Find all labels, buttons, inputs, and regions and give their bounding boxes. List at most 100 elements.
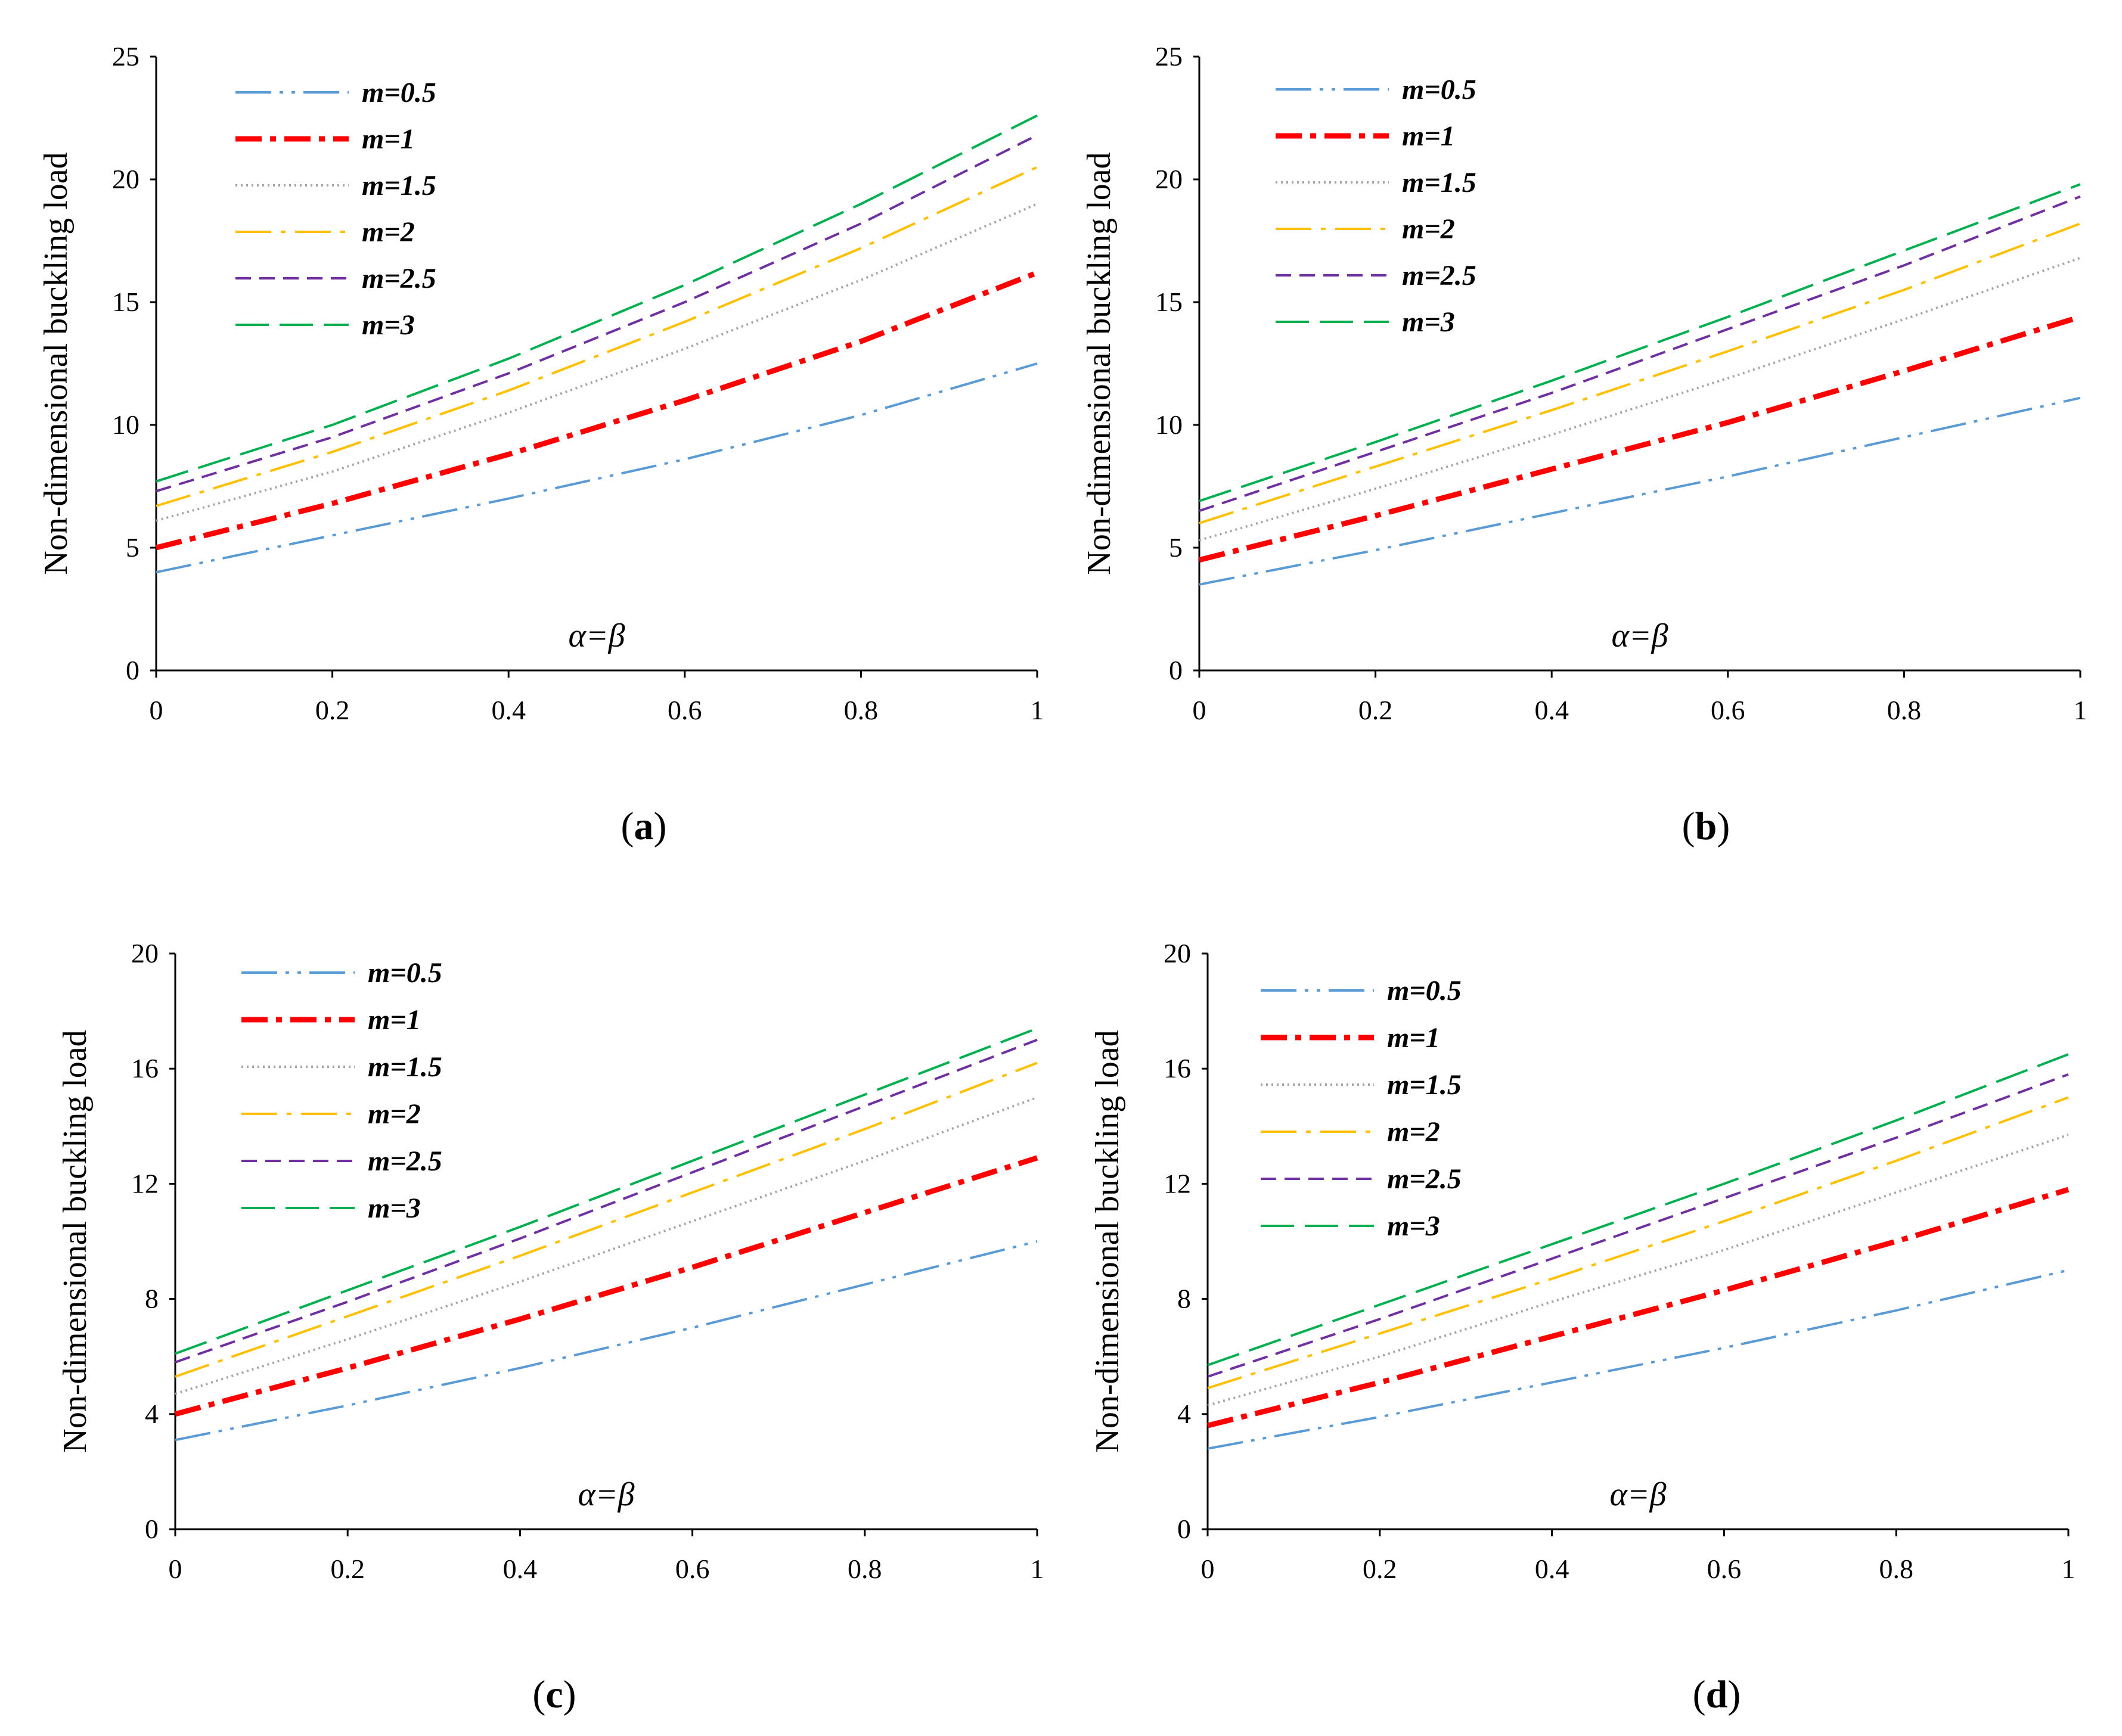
y-axis-label: Non-dimensional buckling load <box>57 1030 94 1452</box>
legend-label: m=1 <box>1402 120 1455 152</box>
series-line-m=1.5 <box>175 1096 1038 1395</box>
y-tick-label: 25 <box>112 41 139 72</box>
y-axis-label: Non-dimensional buckling load <box>1081 152 1118 574</box>
x-tick-label: 0.6 <box>668 695 702 725</box>
x-axis-label: α=β <box>568 617 625 654</box>
y-tick-label: 4 <box>1177 1399 1191 1429</box>
y-axis-label: Non-dimensional buckling load <box>1089 1030 1126 1452</box>
series-line-m=3 <box>156 114 1038 483</box>
series-line-m=2 <box>156 166 1038 507</box>
series-line-m=1 <box>1206 1187 2070 1428</box>
y-tick-label: 20 <box>1155 164 1183 194</box>
y-tick-label: 0 <box>145 1514 159 1544</box>
series-line-m=3 <box>1207 1053 2069 1367</box>
x-tick-label: 0.4 <box>1534 695 1569 725</box>
series-line-m=2.5 <box>1207 1073 2069 1378</box>
legend-label: m=0.5 <box>368 957 442 989</box>
y-tick-label: 16 <box>1164 1053 1191 1083</box>
x-tick-label: 0.4 <box>491 695 526 725</box>
x-tick-label: 0.2 <box>330 1554 365 1584</box>
series-line-m=0.5 <box>1207 1269 2069 1450</box>
legend-label: m=1.5 <box>368 1051 442 1083</box>
y-tick-label: 0 <box>1177 1514 1191 1544</box>
series-line-m=0.5 <box>1199 396 2081 586</box>
x-tick-label: 0.8 <box>844 695 879 725</box>
x-tick-label: 0 <box>1193 695 1206 725</box>
y-tick-label: 4 <box>145 1399 159 1429</box>
series-line-m=2 <box>175 1061 1038 1378</box>
y-tick-label: 15 <box>112 287 139 317</box>
series-line-m=1.5 <box>156 203 1038 522</box>
y-tick-label: 25 <box>1155 41 1183 72</box>
series-line-m=2.5 <box>156 134 1038 493</box>
series-line-m=1 <box>1198 314 2081 563</box>
series-line-m=2.5 <box>175 1039 1038 1364</box>
x-axis-label: α=β <box>1611 617 1668 654</box>
y-tick-label: 12 <box>1164 1168 1191 1198</box>
chart-panel-c: 0 4 8 12 16 20 0 0.2 0.4 0.6 0.8 1 Non-dimensional b… <box>57 938 1044 1716</box>
legend-label: m=2.5 <box>1387 1163 1462 1195</box>
series-line-m=2 <box>1199 222 2081 524</box>
series-line-m=1 <box>155 270 1038 551</box>
x-tick-label: 0 <box>150 695 163 725</box>
legend-label: m=1.5 <box>362 170 436 201</box>
series-line-m=1.5 <box>1199 256 2081 542</box>
x-tick-label: 0.8 <box>1879 1554 1913 1584</box>
chart-panel-a: 0 5 10 15 20 25 0 0.2 0.4 0.6 0.8 1 Non-dimensional … <box>38 41 1044 848</box>
y-tick-label: 8 <box>1177 1284 1191 1314</box>
y-tick-label: 15 <box>1155 287 1183 317</box>
legend-label: m=3 <box>362 309 415 341</box>
series-line-m=0.5 <box>175 1240 1038 1442</box>
legend-label: m=2.5 <box>1402 260 1476 291</box>
x-tick-label: 0.2 <box>315 695 350 725</box>
series-line-m=1 <box>174 1155 1038 1417</box>
series-line-m=2.5 <box>1199 195 2081 513</box>
y-tick-label: 12 <box>131 1168 159 1198</box>
x-tick-label: 0.2 <box>1358 695 1393 725</box>
y-tick-label: 10 <box>1155 409 1183 440</box>
x-tick-label: 0.8 <box>1887 695 1922 725</box>
series-line-m=1.5 <box>1207 1133 2069 1407</box>
y-tick-label: 20 <box>1164 938 1191 968</box>
x-tick-label: 1 <box>1031 695 1044 725</box>
series-line-m=3 <box>1199 183 2081 502</box>
legend-label: m=3 <box>1402 306 1455 338</box>
x-tick-label: 0.2 <box>1363 1554 1397 1584</box>
x-tick-label: 1 <box>1031 1554 1044 1584</box>
legend-label: m=0.5 <box>1402 74 1476 105</box>
legend-label: m=3 <box>1387 1210 1440 1242</box>
chart-panel-b: 0 5 10 15 20 25 0 0.2 0.4 0.6 0.8 1 Non-dimensional … <box>1081 41 2087 848</box>
legend-label: m=0.5 <box>1387 975 1462 1007</box>
x-tick-label: 0.6 <box>675 1554 710 1584</box>
y-tick-label: 5 <box>1169 532 1183 563</box>
legend-label: m=2 <box>1387 1116 1440 1148</box>
y-tick-label: 16 <box>131 1053 159 1083</box>
legend-label: m=1 <box>368 1004 421 1036</box>
y-tick-label: 5 <box>126 532 139 563</box>
legend-label: m=2 <box>1402 213 1455 245</box>
y-axis-label: Non-dimensional buckling load <box>38 152 75 574</box>
legend-label: m=2.5 <box>368 1145 442 1177</box>
y-tick-label: 8 <box>145 1284 159 1314</box>
x-axis-label: α=β <box>1609 1476 1666 1513</box>
legend-label: m=1.5 <box>1387 1069 1462 1101</box>
x-tick-label: 0.4 <box>1535 1554 1569 1584</box>
legend-label: m=2.5 <box>362 263 436 294</box>
legend-label: m=0.5 <box>362 77 436 108</box>
x-tick-label: 0.6 <box>1711 695 1745 725</box>
panel-caption: (b) <box>1682 805 1730 848</box>
x-tick-label: 1 <box>2062 1554 2076 1584</box>
legend-label: m=2 <box>368 1098 421 1130</box>
x-tick-label: 1 <box>2074 695 2087 725</box>
legend-label: m=1 <box>1387 1022 1440 1054</box>
panel-caption: (c) <box>532 1673 576 1716</box>
y-tick-label: 10 <box>112 409 139 440</box>
y-tick-label: 20 <box>112 164 139 194</box>
x-tick-label: 0 <box>1201 1554 1215 1584</box>
panel-caption: (a) <box>621 805 667 848</box>
y-tick-label: 0 <box>1169 655 1183 685</box>
series-line-m=3 <box>175 1027 1038 1355</box>
y-tick-label: 20 <box>131 938 159 968</box>
legend-label: m=1 <box>362 123 415 155</box>
